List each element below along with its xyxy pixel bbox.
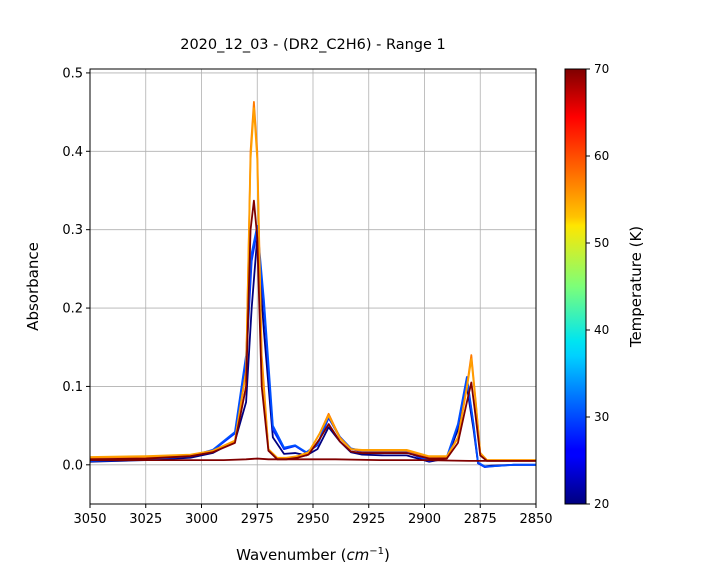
- x-tick-label: 2975: [241, 512, 274, 527]
- colorbar-tick-label: 20: [594, 497, 609, 511]
- y-tick-label: 0.4: [62, 145, 83, 160]
- x-tick-label: 2925: [352, 512, 385, 527]
- y-tick-label: 0.1: [62, 380, 83, 395]
- chart-title: 2020_12_03 - (DR2_C2H6) - Range 1: [180, 37, 446, 53]
- grid-lines: [89, 69, 537, 504]
- x-tick-label: 3000: [185, 512, 218, 527]
- series-group: [90, 101, 536, 469]
- x-tick-label: 2850: [519, 512, 552, 527]
- colorbar-tick-label: 40: [594, 323, 609, 337]
- x-axis-label: Wavenumber (cm−1): [236, 546, 390, 564]
- y-tick-label: 0.0: [62, 458, 83, 473]
- colorbar: [564, 68, 587, 505]
- x-tick-label: 3050: [73, 512, 106, 527]
- colorbar-tick-label: 50: [594, 236, 609, 250]
- y-tick-label: 0.3: [62, 223, 83, 238]
- y-tick-label: 0.5: [62, 66, 83, 81]
- colorbar-tick-label: 70: [594, 62, 609, 76]
- colorbar-label: Temperature (K): [627, 226, 645, 348]
- series-line-70k: [90, 199, 536, 462]
- colorbar-ticks: 20 30 40 50 60 70: [586, 62, 609, 511]
- colorbar-tick-label: 60: [594, 149, 609, 163]
- y-axis: 0.0 0.1 0.2 0.3 0.4 0.5: [62, 66, 90, 473]
- x-tick-label: 3025: [129, 512, 162, 527]
- x-axis: 3050 3025 3000 2975 2950 2925 2900 2875 2850: [73, 504, 553, 527]
- colorbar-tick-label: 30: [594, 410, 609, 424]
- x-tick-label: 2875: [464, 512, 497, 527]
- y-tick-label: 0.2: [62, 302, 83, 317]
- x-tick-label: 2900: [408, 512, 441, 527]
- series-line-72k: [90, 457, 536, 462]
- x-tick-label: 2950: [296, 512, 329, 527]
- y-axis-label: Absorbance: [24, 242, 42, 331]
